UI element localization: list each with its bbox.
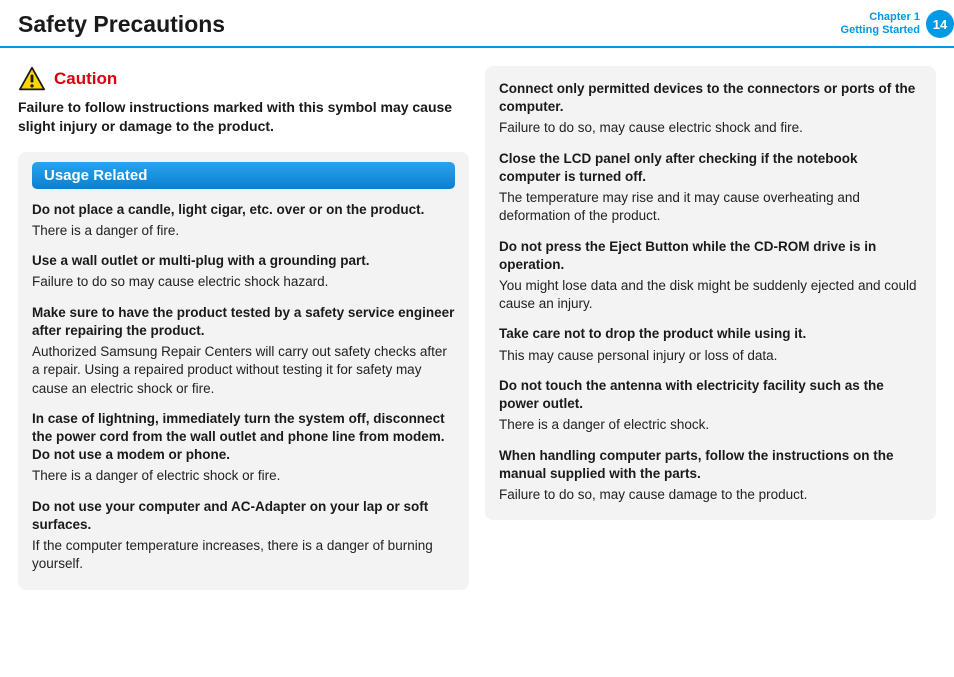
warning-triangle-icon [18, 66, 46, 92]
usage-panel: Usage Related Do not place a candle, lig… [18, 152, 469, 590]
item-heading: Do not press the Eject Button while the … [499, 238, 922, 274]
item-body: There is a danger of electric shock. [499, 416, 922, 434]
safety-item: When handling computer parts, follow the… [499, 447, 922, 505]
safety-item: Do not use your computer and AC-Adapter … [32, 498, 455, 574]
content-area: Caution Failure to follow instructions m… [0, 48, 954, 590]
page-header: Safety Precautions Chapter 1 Getting Sta… [0, 0, 954, 48]
item-heading: Do not use your computer and AC-Adapter … [32, 498, 455, 534]
item-body: There is a danger of fire. [32, 222, 455, 240]
item-body: This may cause personal injury or loss o… [499, 347, 922, 365]
item-body: You might lose data and the disk might b… [499, 277, 922, 313]
safety-item: Connect only permitted devices to the co… [499, 80, 922, 138]
item-body: If the computer temperature increases, t… [32, 537, 455, 573]
safety-item: Do not place a candle, light cigar, etc.… [32, 201, 455, 240]
safety-item: Take care not to drop the product while … [499, 325, 922, 364]
item-heading: Do not touch the antenna with electricit… [499, 377, 922, 413]
left-column: Caution Failure to follow instructions m… [18, 66, 469, 590]
item-heading: Do not place a candle, light cigar, etc.… [32, 201, 455, 219]
caution-label: Caution [54, 69, 117, 89]
usage-panel-continued: Connect only permitted devices to the co… [485, 66, 936, 520]
page-number-badge: 14 [926, 10, 954, 38]
item-heading: Close the LCD panel only after checking … [499, 150, 922, 186]
right-column: Connect only permitted devices to the co… [485, 66, 936, 590]
section-header: Usage Related [32, 162, 455, 189]
safety-item: Make sure to have the product tested by … [32, 304, 455, 398]
page-title: Safety Precautions [18, 11, 225, 38]
item-body: Failure to do so, may cause damage to th… [499, 486, 922, 504]
safety-item: Use a wall outlet or multi-plug with a g… [32, 252, 455, 291]
caution-row: Caution [18, 66, 469, 92]
chapter-line1: Chapter 1 [841, 11, 920, 24]
item-heading: When handling computer parts, follow the… [499, 447, 922, 483]
item-heading: In case of lightning, immediately turn t… [32, 410, 455, 465]
safety-item: In case of lightning, immediately turn t… [32, 410, 455, 486]
item-body: Failure to do so, may cause electric sho… [499, 119, 922, 137]
safety-item: Close the LCD panel only after checking … [499, 150, 922, 226]
header-right: Chapter 1 Getting Started 14 [841, 10, 954, 38]
caution-text: Failure to follow instructions marked wi… [18, 98, 469, 136]
safety-item: Do not press the Eject Button while the … [499, 238, 922, 314]
item-heading: Make sure to have the product tested by … [32, 304, 455, 340]
item-heading: Use a wall outlet or multi-plug with a g… [32, 252, 455, 270]
item-body: There is a danger of electric shock or f… [32, 467, 455, 485]
item-heading: Take care not to drop the product while … [499, 325, 922, 343]
item-heading: Connect only permitted devices to the co… [499, 80, 922, 116]
item-body: The temperature may rise and it may caus… [499, 189, 922, 225]
chapter-info: Chapter 1 Getting Started [841, 11, 920, 37]
chapter-line2: Getting Started [841, 24, 920, 37]
item-body: Authorized Samsung Repair Centers will c… [32, 343, 455, 398]
safety-item: Do not touch the antenna with electricit… [499, 377, 922, 435]
item-body: Failure to do so may cause electric shoc… [32, 273, 455, 291]
